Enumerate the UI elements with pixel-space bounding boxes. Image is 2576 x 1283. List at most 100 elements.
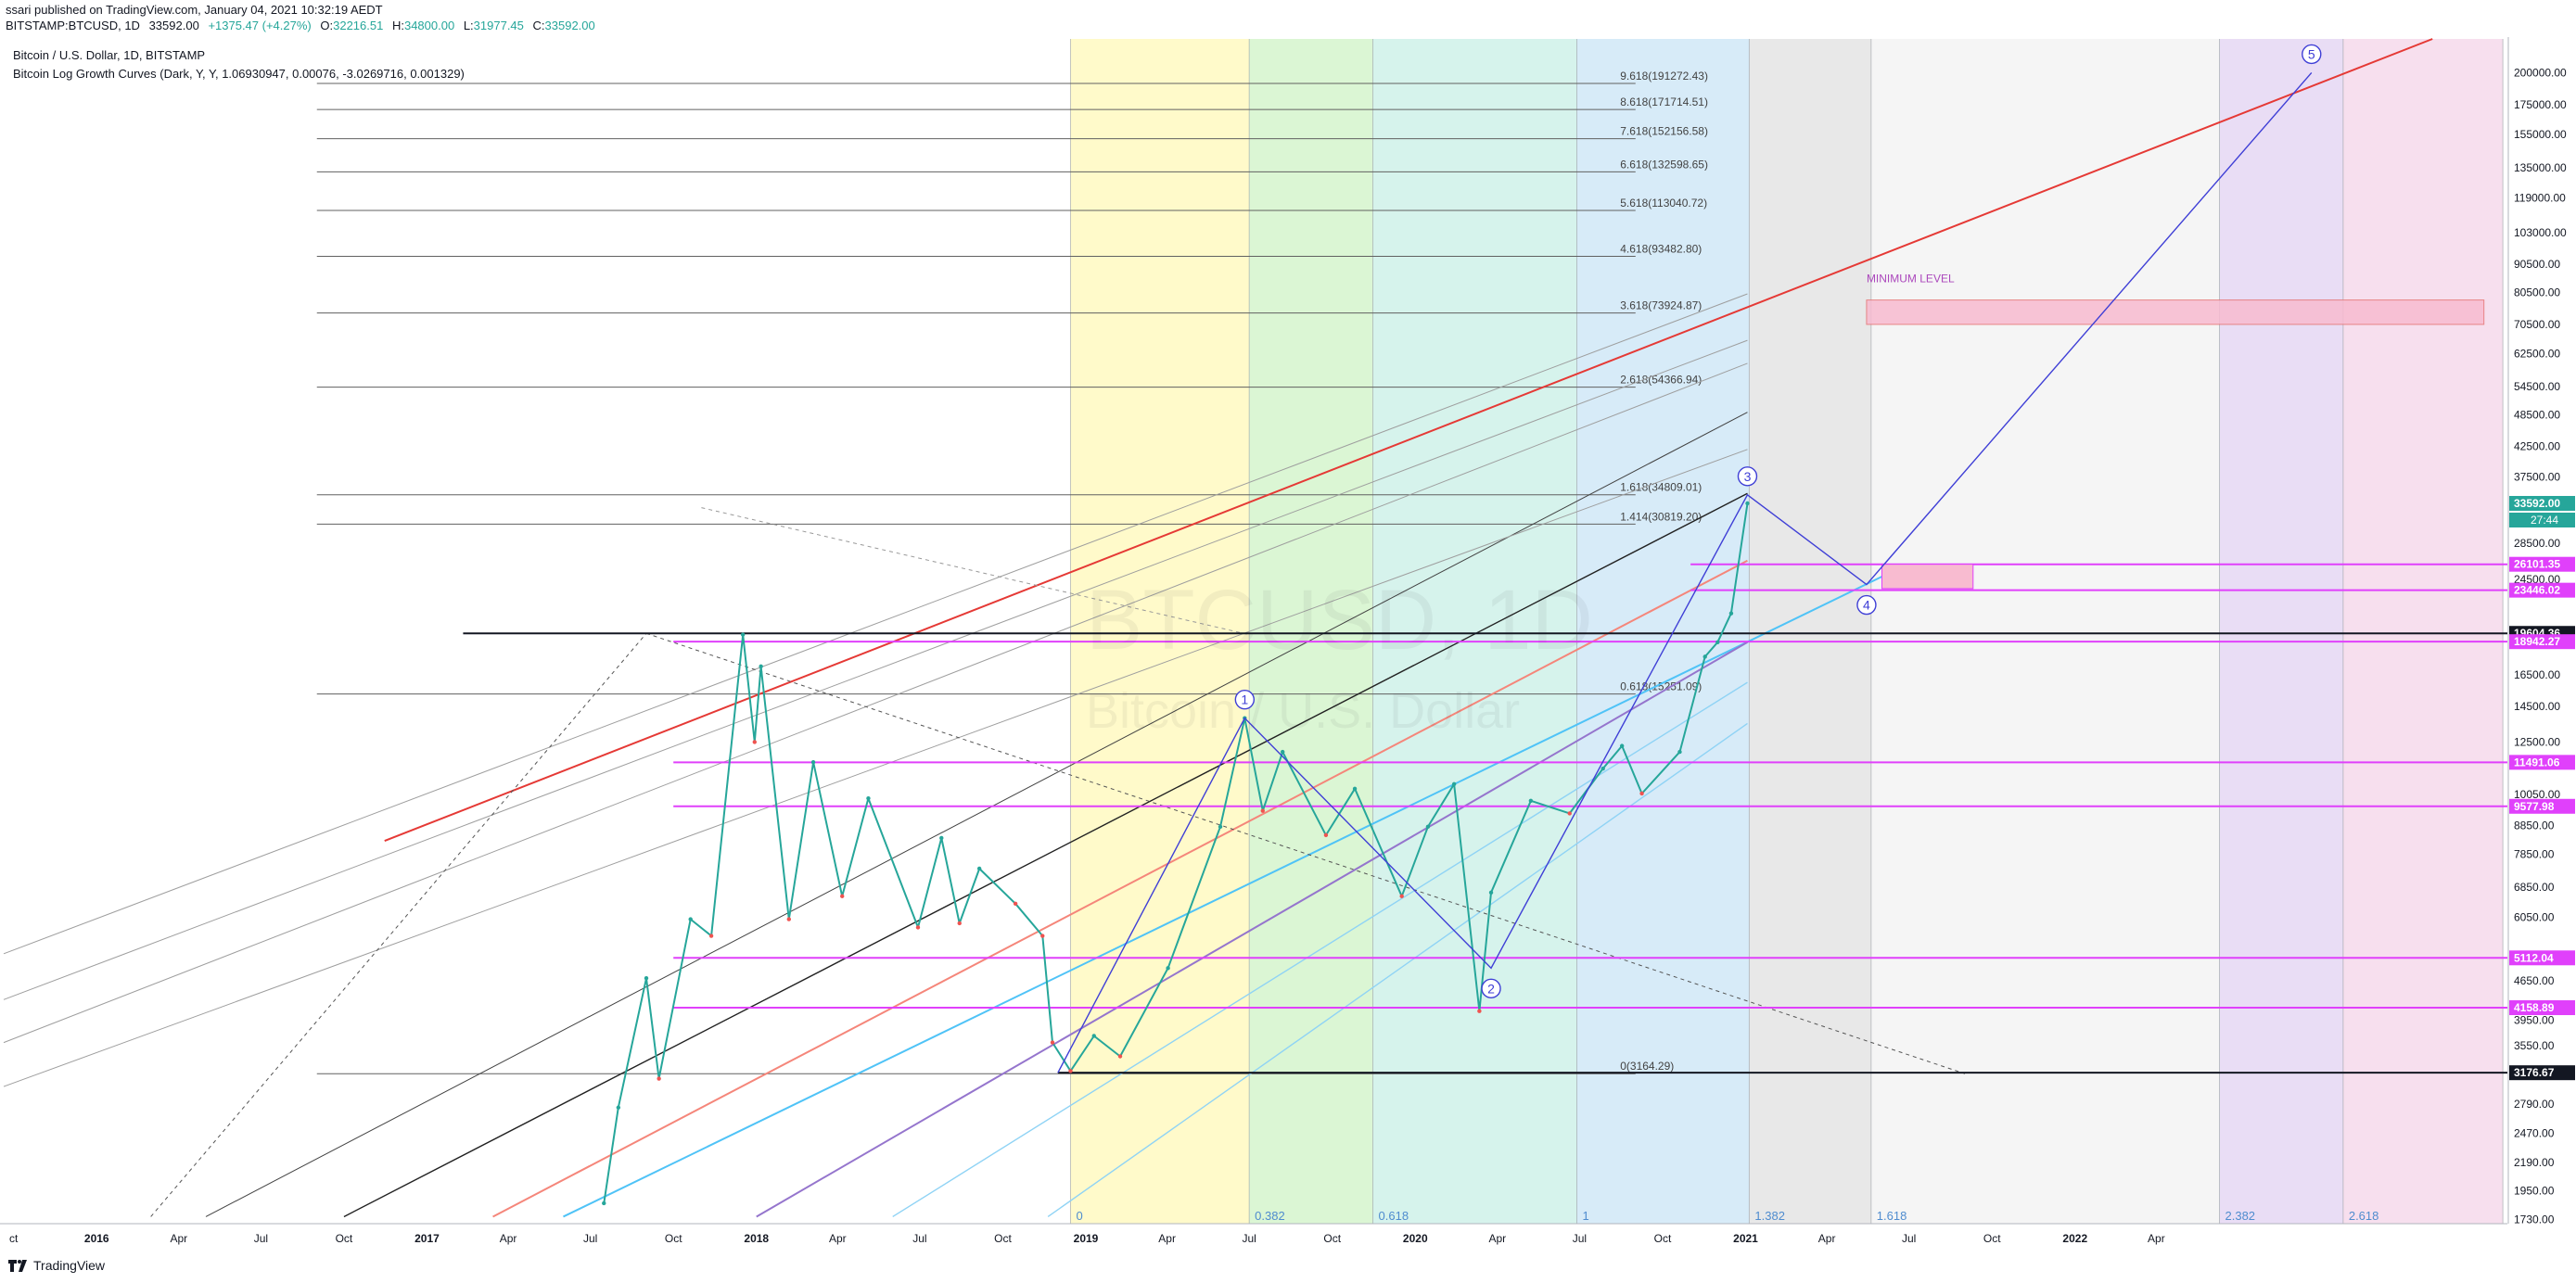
level-price-tag: 11491.06 [2514,756,2560,769]
price-point [602,1200,606,1206]
growth-curve-line [563,576,1882,1218]
y-tick-label: 1730.00 [2514,1213,2555,1226]
price-point [657,1076,661,1081]
time-zone-band [1576,39,1750,1224]
x-tick-label: Oct [336,1232,353,1245]
legend-title[interactable]: Bitcoin / U.S. Dollar, 1D, BITSTAMP [13,48,206,62]
level-price-tag-bg [2509,1065,2575,1081]
x-tick-label: Apr [1818,1232,1836,1245]
price-point [840,894,845,898]
x-tick-label: 2019 [1074,1232,1099,1245]
wave-label: 4 [1863,598,1870,613]
symbol-label[interactable]: BITSTAMP:BTCUSD, 1D [6,19,140,32]
growth-curve-line [3,449,1748,1087]
level-price-tag: 9577.98 [2514,800,2555,813]
x-tick-label: Apr [500,1232,517,1245]
price-point [1702,654,1707,659]
price-point [1013,901,1018,906]
time-zone-label: 2.618 [2349,1209,2379,1223]
price-point [866,795,871,801]
y-tick-label: 8850.00 [2514,819,2555,832]
x-tick-label: 2017 [414,1232,440,1245]
wave-marker [1234,689,1256,710]
price-point [1323,832,1329,838]
open-value: 32216.51 [333,19,384,32]
wave4-box [1881,564,1974,590]
x-tick-label: Jul [1573,1232,1587,1245]
level-price-tag: 26101.35 [2514,558,2560,571]
watermark: BTCUSD, 1D Bitcoin / U.S. Dollar [1086,573,1593,739]
legend-indicator[interactable]: Bitcoin Log Growth Curves (Dark, Y, Y, 1… [13,67,465,81]
tradingview-brand: TradingView [33,1258,106,1273]
x-tick-label: Oct [994,1232,1012,1245]
y-tick-label: 37500.00 [2514,470,2560,483]
wave-marker [2302,44,2322,65]
countdown-label: 27:44 [2531,514,2558,527]
price-series [602,501,1750,1206]
price-point [939,835,944,841]
price-value: 33592.00 [148,19,199,32]
low-label: L: [463,19,474,32]
close-label: C: [532,19,545,32]
watermark-name: Bitcoin / U.S. Dollar [1086,683,1520,739]
time-zone-band [2219,39,2343,1224]
tradingview-icon [8,1260,27,1272]
fib-level-label: 5.618(113040.72) [1620,197,1707,210]
level-price-tag-bg [2509,634,2575,650]
growth-curve-line [756,641,1748,1218]
wave-marker [1737,466,1758,487]
close-value: 33592.00 [544,19,595,32]
tradingview-logo[interactable]: TradingView [7,1257,105,1274]
dashed-trend-line [701,507,1250,636]
y-tick-label: 90500.00 [2514,258,2560,271]
price-point [1218,824,1223,830]
current-price-tag-bg [2509,495,2575,511]
price-point [1600,766,1605,771]
y-tick-label: 175000.00 [2514,98,2567,111]
wave-label: 5 [2308,46,2315,61]
price-point [1260,808,1265,813]
price-point [1528,798,1534,804]
chart-header: ssari published on TradingView.com, Janu… [0,0,2576,37]
growth-curve-line [343,492,1748,1218]
price-point [1639,791,1644,796]
growth-curve-line [205,412,1748,1217]
fib-level-label: 1.414(30819.20) [1620,510,1702,523]
price-point [1477,1009,1482,1013]
price-point [976,866,982,871]
fib-level-label: 4.618(93482.80) [1620,242,1702,255]
price-point [1040,934,1045,938]
y-tick-label: 135000.00 [2514,161,2567,174]
price-point [759,664,763,669]
x-tick-label: 2022 [2062,1232,2087,1245]
time-zone-label: 0.382 [1255,1209,1285,1223]
current-price-tag: 33592.00 [2514,497,2560,510]
dashed-trend-line [150,632,647,1217]
low-value: 31977.45 [473,19,524,32]
level-price-tag: 18942.27 [2514,635,2560,648]
watermark-symbol: BTCUSD, 1D [1086,573,1593,667]
fib-level-label: 3.618(73924.87) [1620,299,1702,312]
wave-path [1057,71,2313,1073]
wave-marker [1856,594,1877,616]
y-tick-label: 7850.00 [2514,848,2555,861]
y-tick-label: 28500.00 [2514,537,2560,550]
publish-info: ssari published on TradingView.com, Janu… [6,3,383,17]
x-tick-label: Apr [829,1232,847,1245]
price-point [1091,1034,1096,1038]
y-tick-label: 12500.00 [2514,735,2560,748]
price-chart[interactable]: 0 0.382 0.618 1 1.382 1.618 2.382 2.618 3 9.618(… [0,37,2576,1251]
x-tick-label: 2016 [84,1232,109,1245]
level-price-tag: 4158.89 [2514,1001,2555,1014]
y-tick-label: 3950.00 [2514,1013,2555,1026]
footer: TradingView [0,1251,2576,1283]
fib-level-label: 0(3164.29) [1620,1060,1674,1073]
price-point [1488,890,1494,896]
ohlc-bar: BITSTAMP:BTCUSD, 1D 33592.00 +1375.47 (+… [6,19,595,32]
change-value: +1375.47 (+4.27%) [208,19,312,32]
price-point [1166,966,1170,971]
time-axis[interactable]: ct 2016 Apr Jul Oct 2017 Apr Jul Oct 2018 Apr Jul Oc… [0,1223,2507,1245]
price-axis[interactable]: 200000.00 175000.00 155000.00 135000.00 1190… [2507,37,2576,1226]
y-tick-label: 119000.00 [2514,192,2566,205]
price-point [1745,501,1750,506]
